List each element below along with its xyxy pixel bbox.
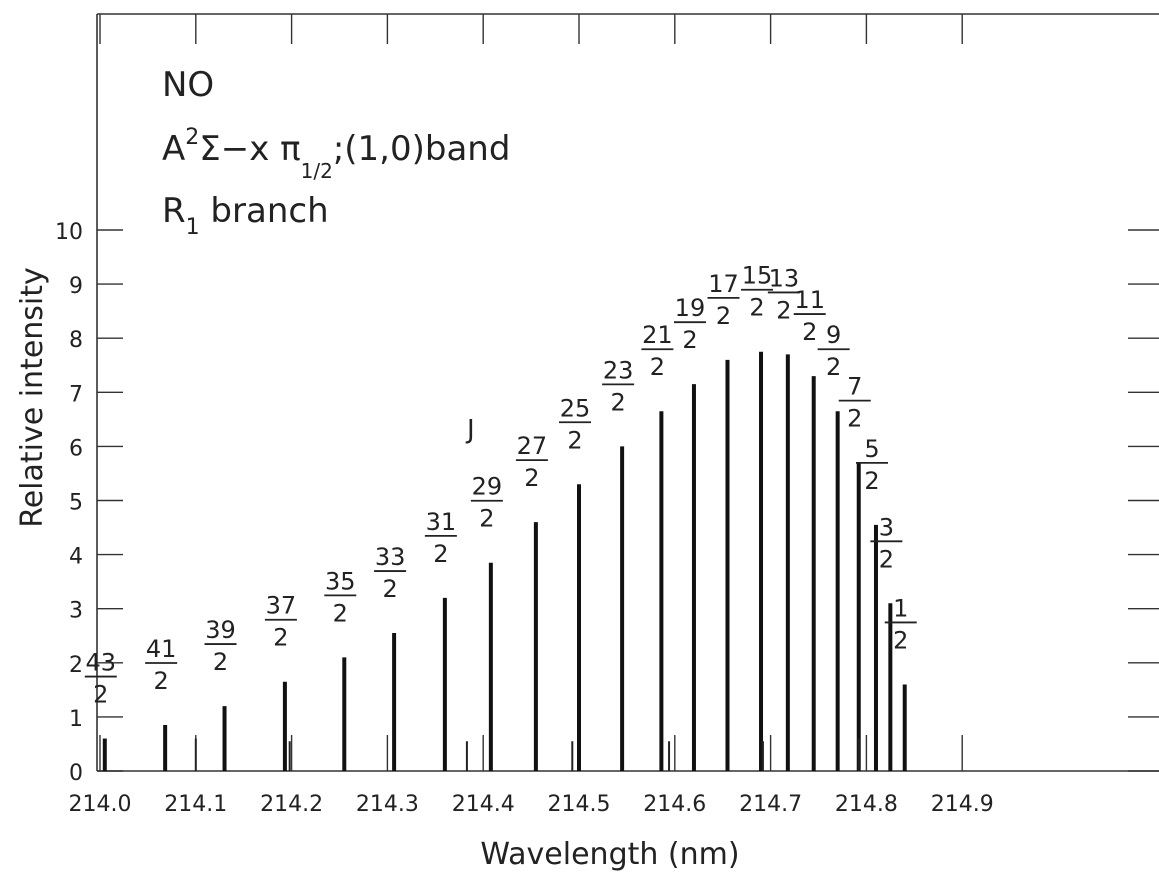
j-denominator-label: 2 <box>213 648 228 676</box>
j-numerator-label: 13 <box>769 264 800 292</box>
bar-labels: 4324123923723523323122922722522322121921… <box>84 262 917 709</box>
j-denominator-label: 2 <box>433 540 448 568</box>
j-denominator-label: 2 <box>776 296 791 324</box>
j-denominator-label: 2 <box>864 467 879 495</box>
x-tick-label: 214.5 <box>548 792 611 817</box>
bars <box>102 351 907 771</box>
j-numerator-label: 7 <box>847 373 862 401</box>
species-label: NO <box>162 65 214 105</box>
j-denominator-label: 2 <box>802 318 817 346</box>
j-numerator-label: 11 <box>794 286 825 314</box>
x-tick-label: 214.6 <box>643 792 706 817</box>
j-numerator-label: 23 <box>603 356 634 384</box>
y-tick-label: 6 <box>69 436 83 461</box>
j-denominator-label: 2 <box>333 599 348 627</box>
j-numerator-label: 1 <box>893 594 908 622</box>
x-tick-label: 214.9 <box>931 792 994 817</box>
j-numerator-label: 35 <box>325 567 356 595</box>
j-numerator-label: 29 <box>472 473 503 501</box>
axes: 214.0 214.1 214.2 214.3 214.4 214.5 214.6 214.7… <box>15 13 1159 872</box>
x-tick-label: 214.4 <box>452 792 515 817</box>
j-numerator-label: 39 <box>205 616 236 644</box>
y-tick-label: 0 <box>69 761 83 786</box>
x-tick-label: 214.8 <box>835 792 898 817</box>
j-numerator-label: 41 <box>146 635 177 663</box>
j-numerator-label: 37 <box>266 592 297 620</box>
band-label: A2Σ−x π1/2;(1,0)band <box>162 125 510 183</box>
j-numerator-label: 3 <box>879 513 894 541</box>
j-denominator-label: 2 <box>93 681 108 709</box>
j-numerator-label: 19 <box>675 294 706 322</box>
j-denominator-label: 2 <box>650 353 665 381</box>
y-tick-label: 3 <box>69 599 83 624</box>
j-denominator-label: 2 <box>847 405 862 433</box>
j-numerator-label: 33 <box>375 543 406 571</box>
j-denominator-label: 2 <box>610 388 625 416</box>
branch-label: R1 branch <box>162 191 329 240</box>
j-denominator-label: 2 <box>893 626 908 654</box>
y-tick-label: 5 <box>69 491 83 516</box>
y-tick-label: 10 <box>55 220 83 245</box>
j-numerator-label: 15 <box>742 262 773 290</box>
y-tick-label: 1 <box>69 707 83 732</box>
y-tick-label: 8 <box>69 328 83 353</box>
j-label: J <box>465 415 475 445</box>
x-tick-label: 214.1 <box>164 792 227 817</box>
y-tick-label: 9 <box>69 274 83 299</box>
y-axis-title: Relative intensity <box>15 267 50 528</box>
x-tick-label: 214.3 <box>356 792 419 817</box>
x-tick-label: 214.0 <box>69 792 132 817</box>
j-numerator-label: 9 <box>826 321 841 349</box>
j-denominator-label: 2 <box>682 326 697 354</box>
j-numerator-label: 27 <box>517 432 548 460</box>
j-numerator-label: 25 <box>560 394 591 422</box>
j-denominator-label: 2 <box>879 545 894 573</box>
j-denominator-label: 2 <box>382 575 397 603</box>
j-denominator-label: 2 <box>749 294 764 322</box>
x-axis-title: Wavelength (nm) <box>480 837 739 872</box>
j-denominator-label: 2 <box>567 426 582 454</box>
j-denominator-label: 2 <box>826 353 841 381</box>
y-tick-label: 4 <box>69 545 83 570</box>
annotations: NO A2Σ−x π1/2;(1,0)band R1 branch J <box>162 65 510 445</box>
j-denominator-label: 2 <box>716 302 731 330</box>
j-numerator-label: 5 <box>864 435 879 463</box>
j-denominator-label: 2 <box>154 667 169 695</box>
j-denominator-label: 2 <box>479 505 494 533</box>
y-tick-label: 7 <box>69 382 83 407</box>
y-tick-label: 2 <box>69 653 83 678</box>
j-numerator-label: 17 <box>708 270 739 298</box>
x-tick-label: 214.7 <box>739 792 802 817</box>
j-denominator-label: 2 <box>524 464 539 492</box>
j-numerator-label: 21 <box>642 321 673 349</box>
j-denominator-label: 2 <box>273 624 288 652</box>
j-numerator-label: 43 <box>86 649 117 677</box>
j-numerator-label: 31 <box>426 508 457 536</box>
x-tick-label: 214.2 <box>260 792 323 817</box>
